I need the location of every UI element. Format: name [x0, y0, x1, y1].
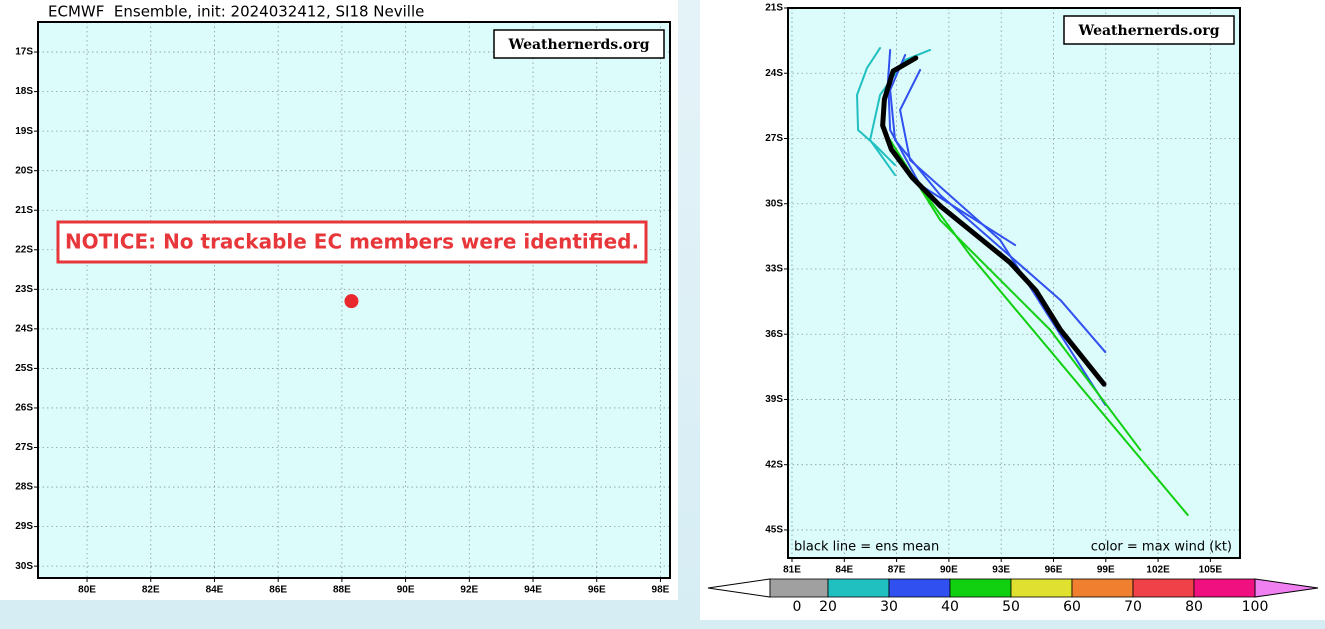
y-tick-label: 18S: [15, 86, 33, 97]
colorbar-segment: [1071, 578, 1134, 598]
notice-text: NOTICE: No trackable EC members were ide…: [65, 230, 639, 254]
notice-box: [56, 220, 648, 264]
colorbar-segment: [1193, 578, 1256, 598]
y-tick-label: 17S: [15, 47, 33, 58]
x-tick-label: 92E: [460, 585, 478, 596]
colorbar-label: 70: [1124, 599, 1142, 615]
y-tick-label: 22S: [15, 244, 33, 255]
colorbar-over: [1254, 578, 1319, 598]
y-tick-label: 21S: [15, 205, 33, 216]
x-tick-label: 93E: [992, 565, 1010, 576]
watermark-box: [493, 29, 665, 59]
x-tick-label: 90E: [397, 585, 415, 596]
y-tick-label: 23S: [15, 284, 33, 295]
colorbar-segment: [827, 578, 890, 598]
x-tick-label: 96E: [1045, 565, 1063, 576]
chart-title: ECMWF Ensemble, init: 2024032412, SI18 N…: [48, 3, 424, 21]
y-tick-label: 27S: [15, 442, 33, 453]
y-tick-label: 30S: [15, 561, 33, 572]
member-track: [899, 68, 1107, 406]
x-tick-label: 90E: [940, 565, 958, 576]
storm-position: [344, 294, 359, 309]
y-tick-label: 21S: [765, 3, 783, 14]
x-tick-label: 82E: [142, 585, 160, 596]
y-tick-label: 28S: [15, 482, 33, 493]
watermark: Weathernerds.org: [508, 37, 650, 53]
map-frame: [787, 7, 1241, 559]
y-tick-label: 25S: [15, 363, 33, 374]
footer-note: color = max wind (kt): [1091, 540, 1232, 555]
member-track: [856, 47, 897, 167]
colorbar-label: 20: [819, 599, 837, 615]
y-tick-label: 24S: [15, 324, 33, 335]
y-tick-label: 29S: [15, 521, 33, 532]
y-tick-label: 24S: [765, 68, 783, 79]
colorbar-label: 80: [1185, 599, 1203, 615]
y-tick-label: 27S: [765, 133, 783, 144]
x-tick-label: 98E: [652, 585, 670, 596]
y-tick-label: 30S: [765, 198, 783, 209]
colorbar-segment: [1132, 578, 1195, 598]
y-tick-label: 39S: [765, 394, 783, 405]
watermark-box: [1063, 15, 1235, 45]
y-tick-label: 26S: [15, 403, 33, 414]
colorbar-label: 100: [1242, 599, 1269, 615]
x-tick-label: 105E: [1199, 565, 1223, 576]
footer-note: black line = ens mean: [794, 540, 939, 555]
map-frame: [37, 21, 671, 579]
ensemble-mean-track: [880, 55, 1107, 387]
colorbar-segment: [888, 578, 951, 598]
colorbar-label: 40: [941, 599, 959, 615]
x-tick-label: 84E: [206, 585, 224, 596]
x-tick-label: 88E: [333, 585, 351, 596]
x-tick-label: 87E: [888, 565, 906, 576]
colorbar-segment: [949, 578, 1012, 598]
y-tick-label: 33S: [765, 264, 783, 275]
watermark: Weathernerds.org: [1078, 23, 1220, 39]
colorbar-segment: [769, 578, 829, 598]
colorbar-label: 50: [1002, 599, 1020, 615]
x-tick-label: 84E: [835, 565, 853, 576]
y-tick-label: 45S: [765, 525, 783, 536]
x-tick-label: 80E: [78, 585, 96, 596]
colorbar-label: 0: [793, 599, 802, 615]
y-tick-label: 42S: [765, 459, 783, 470]
x-tick-label: 96E: [588, 585, 606, 596]
x-tick-label: 94E: [524, 585, 542, 596]
y-tick-label: 20S: [15, 165, 33, 176]
colorbar-label: 30: [880, 599, 898, 615]
y-tick-label: 36S: [765, 329, 783, 340]
x-tick-label: 102E: [1146, 565, 1170, 576]
x-tick-label: 81E: [783, 565, 801, 576]
colorbar-segment: [1010, 578, 1073, 598]
colorbar-label: 60: [1063, 599, 1081, 615]
x-tick-label: 86E: [269, 585, 287, 596]
map-area: [788, 8, 1240, 558]
y-tick-label: 19S: [15, 126, 33, 137]
x-tick-label: 99E: [1097, 565, 1115, 576]
